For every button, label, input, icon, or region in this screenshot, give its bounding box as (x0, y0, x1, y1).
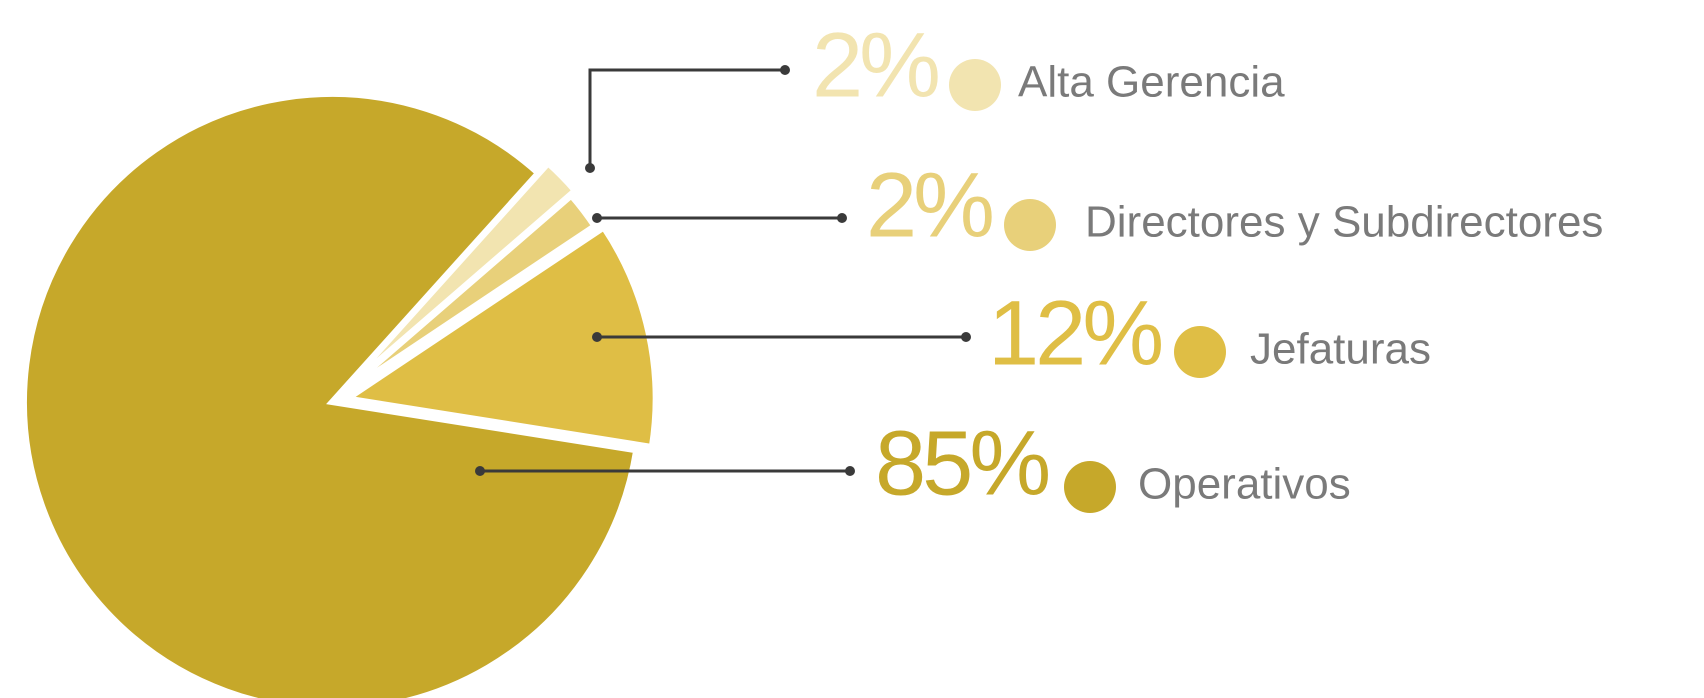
value-label: 2% (812, 14, 938, 116)
pie-slice (336, 191, 599, 400)
pie-slice (339, 159, 580, 395)
legend-label: Operativos (1138, 460, 1351, 509)
value-label: 12% (988, 282, 1161, 384)
legend-swatch (949, 59, 1001, 111)
leader-dot (592, 332, 602, 342)
legend-swatch (1064, 461, 1116, 513)
leader-dot (592, 213, 602, 223)
value-label: 85% (875, 412, 1048, 514)
legend-swatch (1004, 199, 1056, 251)
legend-label: Directores y Subdirectores (1085, 198, 1603, 247)
leader-dot (845, 466, 855, 476)
pie-slice (339, 223, 659, 451)
legend-label: Jefaturas (1250, 325, 1431, 374)
legend-swatch (1174, 326, 1226, 378)
leader-dot (961, 332, 971, 342)
leader-dot (585, 163, 595, 173)
pie-slice (21, 91, 640, 698)
leader-dot (837, 213, 847, 223)
leader-line (588, 68, 785, 168)
legend-label: Alta Gerencia (1018, 58, 1285, 107)
leader-dot (780, 65, 790, 75)
leader-dot (475, 466, 485, 476)
value-label: 2% (866, 154, 992, 256)
